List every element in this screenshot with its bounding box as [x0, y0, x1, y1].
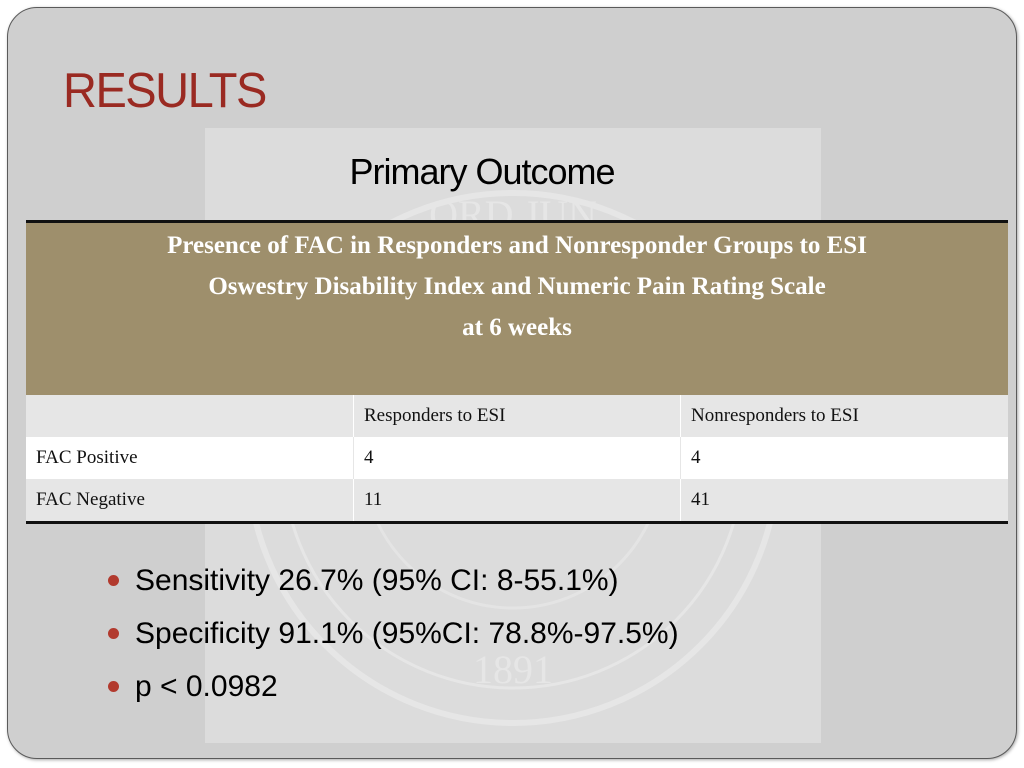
table-caption-line-3: at 6 weeks [462, 314, 572, 341]
bullet-item-specificity: Specificity 91.1% (95%CI: 78.8%-97.5%) [105, 607, 679, 660]
column-header-empty [26, 395, 353, 437]
bullet-item-p-value: p < 0.0982 [105, 660, 679, 713]
column-header-nonresponders: Nonresponders to ESI [680, 395, 1008, 437]
row-label: FAC Positive [36, 447, 138, 468]
bullet-list: Sensitivity 26.7% (95% CI: 8-55.1%) Spec… [105, 554, 679, 713]
row-label: FAC Negative [36, 489, 145, 510]
column-header-responders: Responders to ESI [353, 395, 680, 437]
bullet-dot-icon [108, 575, 119, 586]
table-caption-line-2: Oswestry Disability Index and Numeric Pa… [208, 273, 826, 300]
table-caption: Presence of FAC in Responders and Nonres… [26, 223, 1008, 395]
table-row: FAC Negative 11 41 [26, 479, 1008, 521]
bullet-dot-icon [108, 681, 119, 692]
bullet-item-sensitivity: Sensitivity 26.7% (95% CI: 8-55.1%) [105, 554, 679, 607]
table-header-row: Responders to ESI Nonresponders to ESI [26, 395, 1008, 437]
cell-responders: 4 [353, 437, 680, 479]
table-row: FAC Positive 4 4 [26, 437, 1008, 479]
slide-subtitle: Primary Outcome [349, 151, 615, 192]
bullet-text: Sensitivity 26.7% (95% CI: 8-55.1%) [135, 564, 619, 597]
table-caption-line-1: Presence of FAC in Responders and Nonres… [167, 232, 867, 259]
bullet-dot-icon [108, 628, 119, 639]
slide-title: RESULTS [63, 61, 267, 118]
cell-nonresponders: 4 [680, 437, 1008, 479]
slide: ORD JUN 1891 RESULTS Primary Outcome Pre… [7, 7, 1017, 759]
cell-nonresponders: 41 [680, 479, 1008, 521]
results-table: Presence of FAC in Responders and Nonres… [26, 220, 1008, 524]
seal-year: 1891 [473, 647, 553, 692]
cell-responders: 11 [353, 479, 680, 521]
bullet-text: p < 0.0982 [135, 670, 278, 703]
bullet-text: Specificity 91.1% (95%CI: 78.8%-97.5%) [135, 617, 679, 650]
